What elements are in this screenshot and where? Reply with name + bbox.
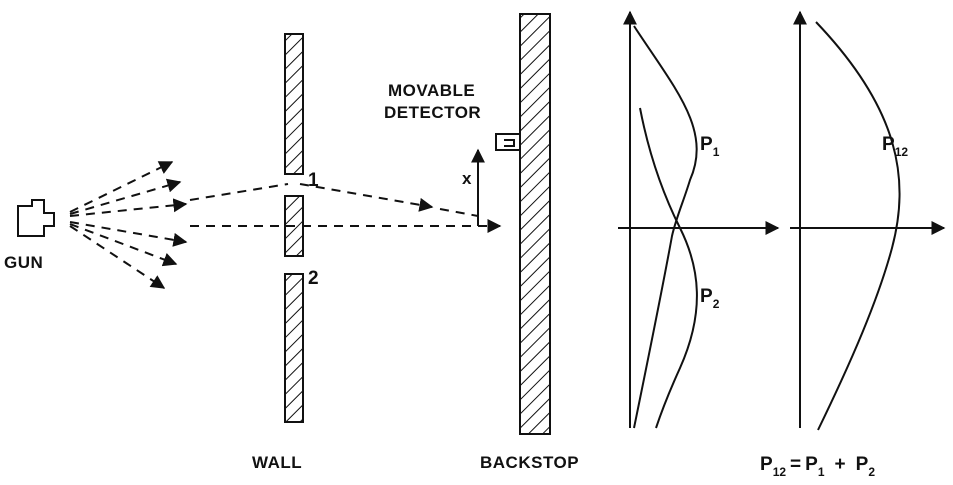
p2-curve (639, 107, 698, 429)
backstop (519, 13, 551, 435)
p2-curve-label: P2 (700, 286, 720, 311)
wall-label: WALL (252, 453, 302, 472)
detector-label-line2: DETECTOR (384, 103, 481, 122)
p12-curve (815, 21, 901, 431)
detector-label-line1: MOVABLE (388, 81, 475, 100)
gun-icon (17, 199, 55, 237)
sum-formula: P12 = P1 + P2 (760, 454, 875, 479)
x-axis-label: x (462, 169, 472, 188)
backstop-label: BACKSTOP (480, 453, 579, 472)
p12-curve-label: P12 (882, 134, 908, 159)
beam-lines (189, 183, 502, 233)
gun-label: GUN (4, 253, 43, 272)
p1-curve (633, 25, 698, 429)
hole-1-label: 1 (308, 170, 319, 191)
gun-spray-arrows (69, 161, 188, 289)
detector-icon (495, 133, 520, 151)
wall (284, 33, 304, 423)
p1-curve-label: P1 (700, 134, 720, 159)
p12-graph (790, 10, 946, 431)
p1-p2-graph (618, 10, 780, 429)
hole-2-label: 2 (308, 268, 319, 289)
